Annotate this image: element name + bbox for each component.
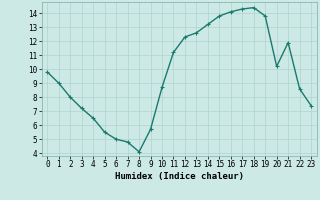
- X-axis label: Humidex (Indice chaleur): Humidex (Indice chaleur): [115, 172, 244, 181]
